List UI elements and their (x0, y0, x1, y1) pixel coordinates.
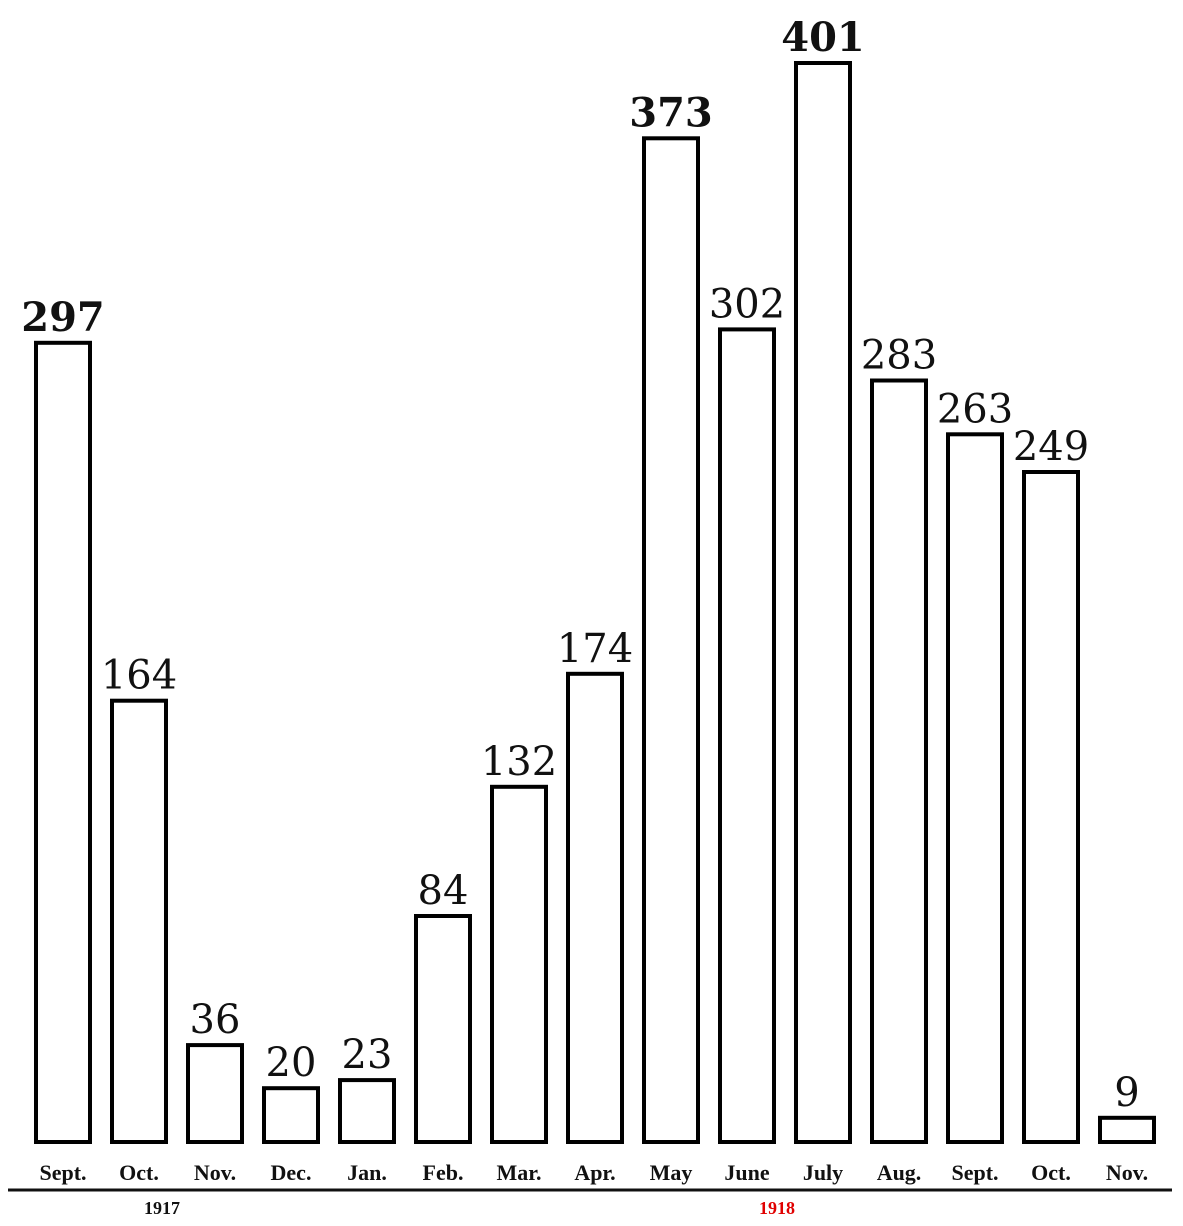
bar-value-label: 174 (557, 626, 633, 672)
x-tick-label: Nov. (1106, 1160, 1148, 1185)
bar-value-label: 9 (1114, 1070, 1139, 1116)
bar-value-label: 132 (481, 739, 557, 785)
bar (566, 671, 624, 1144)
bar-value-label: 36 (190, 997, 241, 1043)
bar (338, 1078, 396, 1144)
bar (794, 61, 852, 1144)
bar-value-label: 23 (342, 1032, 393, 1078)
bar-value-label: 249 (1013, 424, 1089, 470)
year-label: 1917 (144, 1198, 180, 1218)
bar (490, 784, 548, 1144)
bar (1098, 1115, 1156, 1145)
bar (186, 1043, 244, 1144)
bar-value-label: 20 (266, 1040, 317, 1086)
bar (1022, 470, 1080, 1144)
x-tick-label: Apr. (574, 1160, 615, 1185)
bar-value-label: 164 (101, 653, 177, 699)
x-tick-label: June (724, 1160, 769, 1185)
x-tick-label: Mar. (496, 1160, 541, 1185)
year-label: 1918 (759, 1198, 795, 1218)
x-tick-label: Feb. (423, 1160, 464, 1185)
bar-value-label: 297 (21, 294, 105, 341)
bar (34, 340, 92, 1144)
bar (414, 914, 472, 1144)
x-tick-label: Sept. (39, 1160, 86, 1185)
bar-value-label: 401 (781, 14, 865, 61)
x-tick-label: May (650, 1160, 693, 1185)
bar (642, 136, 700, 1145)
x-tick-label: Sept. (951, 1160, 998, 1185)
x-tick-label: July (803, 1160, 843, 1185)
bar (718, 327, 776, 1144)
bar (262, 1086, 320, 1144)
bar-value-label: 263 (937, 386, 1013, 432)
x-tick-label: Jan. (347, 1160, 387, 1185)
bar-value-label: 302 (709, 281, 785, 327)
month-labels-layer: Sept. Oct. Nov. Dec. Jan. Feb. Mar. Apr. May June… (39, 1160, 1148, 1185)
x-tick-label: Aug. (877, 1160, 922, 1185)
x-tick-label: Nov. (194, 1160, 236, 1185)
bars-layer (34, 61, 1156, 1145)
x-tick-label: Oct. (1031, 1160, 1071, 1185)
year-labels-layer: 1917 1918 (144, 1198, 795, 1218)
x-tick-label: Oct. (119, 1160, 159, 1185)
x-tick-label: Dec. (271, 1160, 312, 1185)
bar (946, 432, 1004, 1144)
bar (870, 378, 928, 1144)
bar-value-label: 283 (861, 333, 937, 379)
bar (110, 698, 168, 1144)
bar-value-label: 373 (629, 89, 713, 136)
bar-value-label: 84 (418, 868, 469, 914)
